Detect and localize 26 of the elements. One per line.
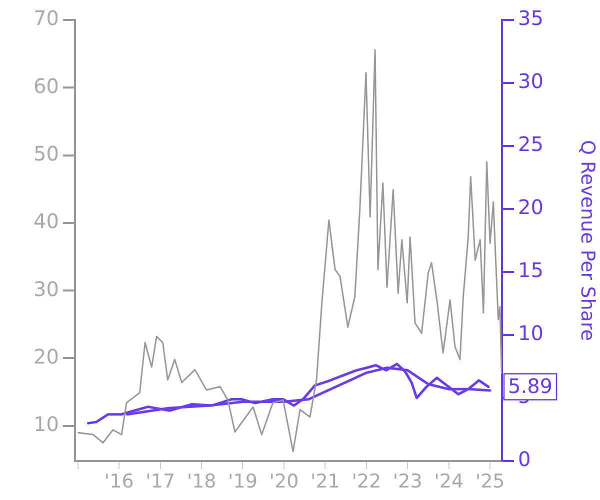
y-tick-label: 10 [34, 412, 59, 436]
y2-tick-label: 35 [518, 6, 544, 30]
x-tick-label: '25 [475, 470, 505, 492]
y2-axis-title: Q Revenue Per Share [576, 140, 599, 341]
y-tick-label: 70 [34, 6, 59, 30]
y2-tick-label: 0 [518, 447, 531, 472]
x-tick-label: '19 [228, 470, 258, 492]
x-tick-label: '24 [434, 470, 464, 492]
y2-tick-label: 20 [518, 195, 544, 220]
x-tick-label: '23 [392, 470, 422, 492]
y-tick-label: 20 [34, 344, 59, 368]
y2-tick-label: 10 [518, 321, 544, 346]
x-tick-label: '16 [104, 470, 134, 492]
x-tick-label: '18 [186, 470, 216, 492]
y2-tick-label: 25 [518, 132, 544, 156]
y-tick-label: 30 [34, 276, 59, 301]
y-tick-label: 40 [34, 209, 59, 234]
data-label: 5.89 [508, 374, 553, 398]
y2-tick-label: 15 [518, 258, 544, 282]
y2-tick-label: 30 [518, 69, 544, 94]
x-tick-label: '22 [352, 470, 382, 492]
y-tick-label: 60 [34, 74, 59, 98]
x-tick-label: '21 [310, 470, 340, 492]
x-tick-label: '17 [146, 470, 176, 492]
y-tick-label: 50 [34, 141, 59, 166]
x-tick-label: '20 [269, 470, 299, 492]
